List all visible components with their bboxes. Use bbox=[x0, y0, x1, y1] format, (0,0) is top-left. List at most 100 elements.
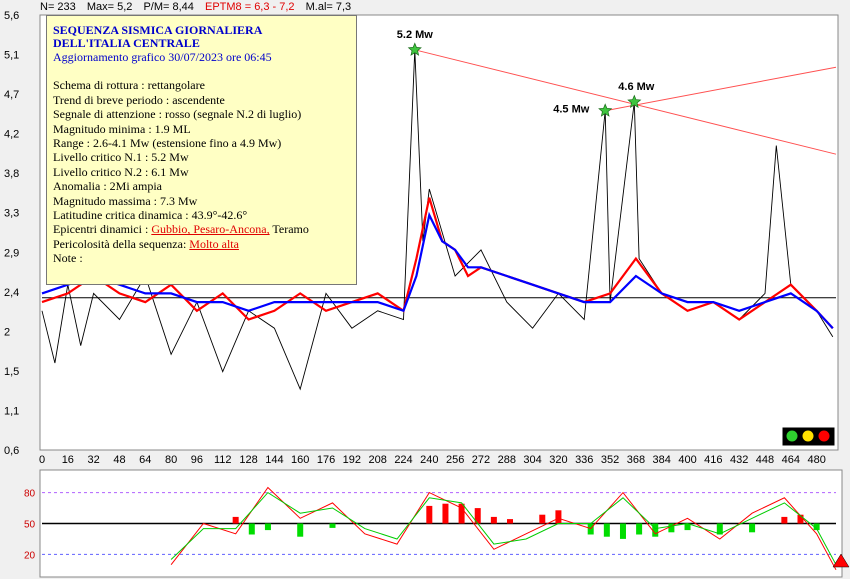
oscillator-chart: 80 50 20 bbox=[24, 469, 850, 578]
x-tick-label: 416 bbox=[704, 454, 722, 466]
x-tick-label: 256 bbox=[446, 454, 464, 466]
oscillator-bar bbox=[619, 523, 626, 539]
oscillator-y-label: 20 bbox=[24, 550, 36, 561]
pm-stat: P/M= 8,44 bbox=[143, 1, 194, 13]
oscillator-bar bbox=[716, 523, 723, 535]
info-line: Magnitudo minima : 1.9 ML bbox=[53, 121, 191, 136]
y-tick-label: 3,3 bbox=[4, 208, 19, 220]
oscillator-bar bbox=[539, 514, 546, 524]
x-tick-label: 240 bbox=[420, 454, 438, 466]
x-tick-label: 368 bbox=[627, 454, 645, 466]
info-line: Livello critico N.1 : 5.2 Mw bbox=[53, 150, 189, 165]
x-tick-label: 464 bbox=[782, 454, 800, 466]
y-tick-label: 5,6 bbox=[4, 10, 19, 22]
count-stat: N= 233 bbox=[40, 1, 76, 13]
info-line: Magnitudo massima : 7.3 Mw bbox=[53, 193, 198, 208]
peak-label: 5.2 Mw bbox=[397, 29, 434, 41]
x-tick-label: 128 bbox=[239, 454, 257, 466]
info-updated: Aggiornamento grafico 30/07/2023 ore 06:… bbox=[53, 50, 272, 64]
oscillator-bar bbox=[797, 514, 804, 524]
traffic-light-yellow bbox=[802, 430, 814, 442]
x-tick-label: 48 bbox=[113, 454, 125, 466]
x-tick-label: 448 bbox=[756, 454, 774, 466]
x-tick-label: 208 bbox=[368, 454, 386, 466]
oscillator-bar bbox=[264, 523, 271, 531]
x-tick-label: 176 bbox=[317, 454, 335, 466]
peak-label: 4.5 Mw bbox=[553, 104, 590, 116]
x-tick-label: 64 bbox=[139, 454, 151, 466]
y-tick-label: 4,7 bbox=[4, 89, 19, 101]
x-tick-label: 0 bbox=[39, 454, 45, 466]
oscillator-bar bbox=[749, 523, 756, 533]
y-tick-label: 4,2 bbox=[4, 129, 19, 141]
mal-stat: M.al= 7,3 bbox=[305, 1, 352, 13]
hazard-value[interactable]: Molto alta bbox=[189, 236, 239, 251]
max-stat: Max= 5,2 bbox=[86, 1, 133, 13]
x-tick-label: 192 bbox=[343, 454, 361, 466]
oscillator-bar bbox=[668, 523, 675, 533]
x-tick-label: 432 bbox=[730, 454, 748, 466]
note-line: Note : bbox=[53, 251, 83, 266]
peak-star-icon bbox=[598, 103, 613, 117]
hazard-line: Pericolosità della sequenza: Molto alta bbox=[53, 237, 350, 251]
info-line: Livello critico N.2 : 6.1 Mw bbox=[53, 164, 189, 179]
epicenter-link[interactable]: Gubbio, Pesaro-Ancona, bbox=[151, 222, 270, 237]
oscillator-bar bbox=[636, 523, 643, 535]
traffic-light-red bbox=[818, 430, 830, 442]
oscillator-bar bbox=[603, 523, 610, 537]
x-tick-label: 336 bbox=[575, 454, 593, 466]
trend-line bbox=[414, 49, 837, 155]
x-tick-label: 160 bbox=[291, 454, 309, 466]
oscillator-bar bbox=[555, 510, 562, 524]
info-line: Anomalia : 2Mi ampia bbox=[53, 179, 162, 194]
oscillator-bar bbox=[442, 503, 449, 524]
x-tick-label: 80 bbox=[165, 454, 177, 466]
x-tick-label: 352 bbox=[601, 454, 619, 466]
oscillator-bar bbox=[684, 523, 691, 531]
y-tick-label: 2 bbox=[4, 326, 10, 338]
x-tick-label: 32 bbox=[88, 454, 100, 466]
x-tick-label: 320 bbox=[549, 454, 567, 466]
x-tick-label: 272 bbox=[472, 454, 490, 466]
info-line: Trend di breve periodo : ascendente bbox=[53, 92, 225, 107]
y-tick-label: 3,8 bbox=[4, 168, 19, 180]
oscillator-bar bbox=[813, 523, 820, 531]
oscillator-y-label: 80 bbox=[24, 489, 36, 500]
peak-star-icon bbox=[407, 42, 422, 56]
oscillator-bar bbox=[474, 508, 481, 524]
info-title-line1: SEQUENZA SISMICA GIORNALIERA bbox=[53, 23, 263, 37]
oscillator-bar bbox=[297, 523, 304, 537]
epicenter-line: Epicentri dinamici : Gubbio, Pesaro-Anco… bbox=[53, 222, 350, 236]
stats-header: N= 233 Max= 5,2 P/M= 8,44 EPTM8 = 6,3 - … bbox=[40, 1, 359, 15]
x-tick-label: 112 bbox=[214, 454, 232, 466]
info-panel: SEQUENZA SISMICA GIORNALIERA DELL'ITALIA… bbox=[46, 15, 357, 285]
x-tick-label: 400 bbox=[678, 454, 696, 466]
y-tick-label: 0,6 bbox=[4, 445, 19, 457]
y-tick-label: 1,1 bbox=[4, 405, 19, 417]
y-tick-label: 1,5 bbox=[4, 366, 19, 378]
oscillator-bar bbox=[781, 516, 788, 524]
oscillator-bar bbox=[458, 503, 465, 524]
y-tick-label: 2,9 bbox=[4, 247, 19, 259]
traffic-light bbox=[782, 427, 835, 446]
moving-average-line bbox=[41, 211, 834, 329]
x-tick-label: 288 bbox=[498, 454, 516, 466]
info-title-line2: DELL'ITALIA CENTRALE bbox=[53, 36, 200, 50]
epicenter-label: Epicentri dinamici : bbox=[53, 222, 152, 237]
oscillator-line bbox=[170, 491, 837, 565]
oscillator-bar bbox=[507, 519, 514, 524]
peak-star-icon bbox=[627, 94, 642, 109]
y-tick-label: 2,4 bbox=[4, 287, 19, 299]
oscillator-bar bbox=[248, 523, 255, 535]
oscillator-y-label: 50 bbox=[24, 520, 36, 531]
x-tick-label: 16 bbox=[62, 454, 74, 466]
info-line: Schema di rottura : rettangolare bbox=[53, 78, 205, 93]
x-tick-label: 224 bbox=[394, 454, 412, 466]
oscillator-bar bbox=[426, 505, 433, 524]
y-tick-label: 5,1 bbox=[4, 50, 19, 62]
x-tick-label: 480 bbox=[807, 454, 825, 466]
oscillator-bar bbox=[329, 523, 336, 528]
info-line: Segnale di attenzione : rosso (segnale N… bbox=[53, 107, 302, 122]
epicenter-extra: Teramo bbox=[269, 222, 309, 237]
x-tick-label: 96 bbox=[191, 454, 203, 466]
